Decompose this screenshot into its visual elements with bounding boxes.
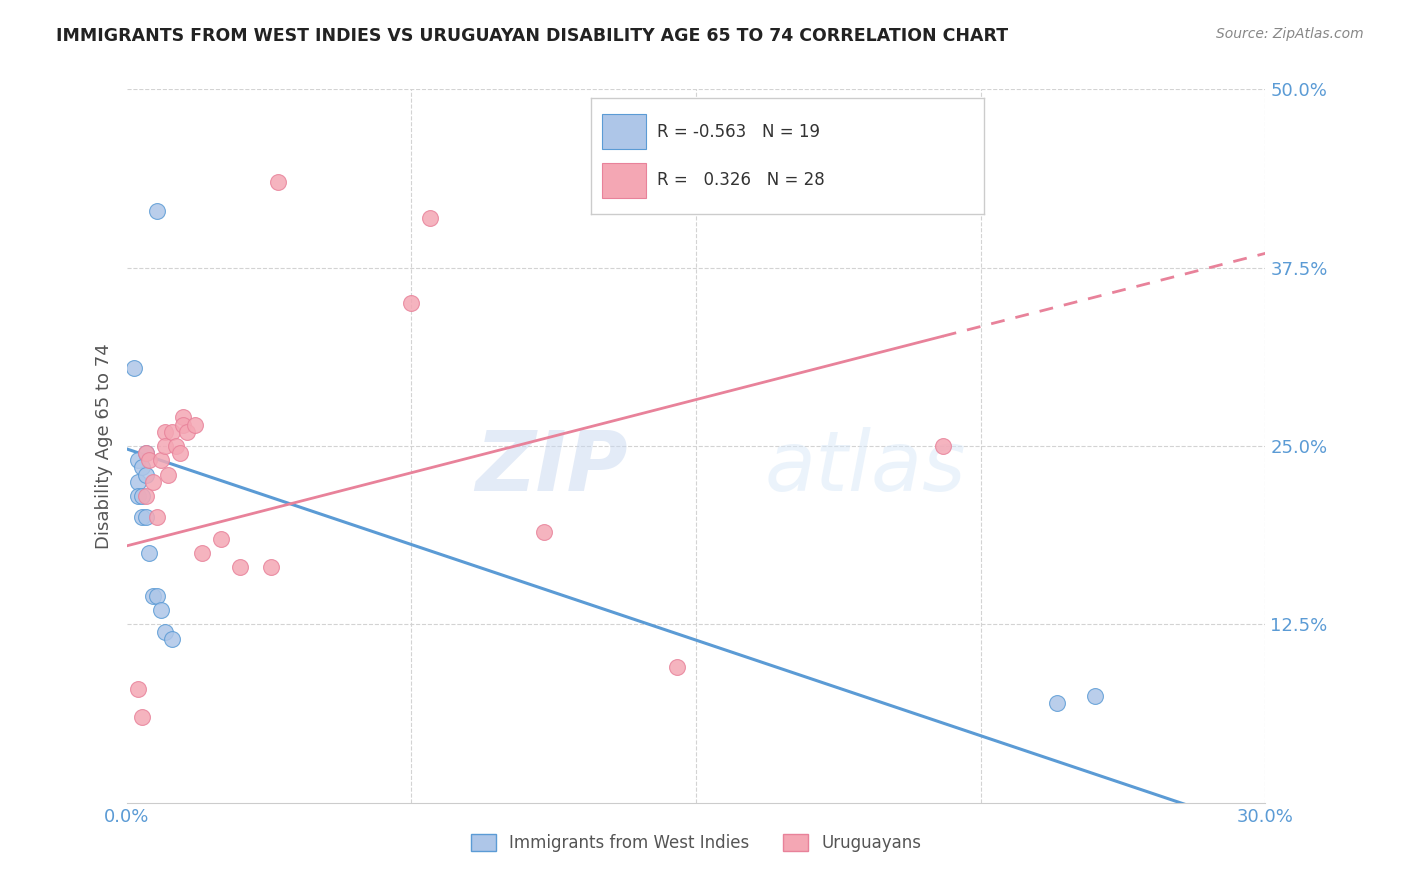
Point <box>135 510 156 524</box>
Point <box>153 425 176 439</box>
Legend: Immigrants from West Indies, Uruguayans: Immigrants from West Indies, Uruguayans <box>464 827 928 859</box>
Point <box>153 624 176 639</box>
Point <box>138 546 160 560</box>
Text: atlas: atlas <box>765 427 966 508</box>
Point <box>533 524 555 539</box>
Point <box>127 453 149 467</box>
Point <box>131 710 153 724</box>
Point <box>419 211 441 225</box>
Point <box>160 425 183 439</box>
Point <box>142 589 165 603</box>
Point <box>142 475 165 489</box>
Point <box>131 510 153 524</box>
Point <box>135 446 156 460</box>
Point <box>267 175 290 189</box>
Point <box>172 410 194 425</box>
Text: Source: ZipAtlas.com: Source: ZipAtlas.com <box>1216 27 1364 41</box>
Point <box>149 603 172 617</box>
Point <box>666 660 689 674</box>
Point <box>176 425 198 439</box>
Point <box>127 681 149 696</box>
Point <box>260 560 283 574</box>
Point <box>135 446 156 460</box>
Text: ZIP: ZIP <box>475 427 627 508</box>
Text: IMMIGRANTS FROM WEST INDIES VS URUGUAYAN DISABILITY AGE 65 TO 74 CORRELATION CHA: IMMIGRANTS FROM WEST INDIES VS URUGUAYAN… <box>56 27 1008 45</box>
Point <box>184 417 207 432</box>
Text: R = -0.563   N = 19: R = -0.563 N = 19 <box>658 123 821 141</box>
Point <box>1046 696 1069 710</box>
Point <box>172 417 194 432</box>
Point <box>135 489 156 503</box>
Point <box>138 453 160 467</box>
Point <box>169 446 191 460</box>
Point <box>135 467 156 482</box>
Point <box>146 510 169 524</box>
Point <box>165 439 187 453</box>
Point <box>229 560 252 574</box>
Y-axis label: Disability Age 65 to 74: Disability Age 65 to 74 <box>94 343 112 549</box>
Point <box>932 439 955 453</box>
Bar <box>602 114 645 149</box>
Point <box>1084 689 1107 703</box>
Point <box>401 296 423 310</box>
Point <box>149 453 172 467</box>
Point <box>160 632 183 646</box>
Point <box>146 589 169 603</box>
Point <box>191 546 214 560</box>
Point <box>131 489 153 503</box>
Point <box>122 360 145 375</box>
Point <box>131 460 153 475</box>
Point <box>211 532 233 546</box>
Point <box>157 467 180 482</box>
Bar <box>602 163 645 198</box>
Point <box>153 439 176 453</box>
Text: R =   0.326   N = 28: R = 0.326 N = 28 <box>658 171 825 189</box>
Point <box>127 489 149 503</box>
Point <box>146 203 169 218</box>
Point <box>127 475 149 489</box>
